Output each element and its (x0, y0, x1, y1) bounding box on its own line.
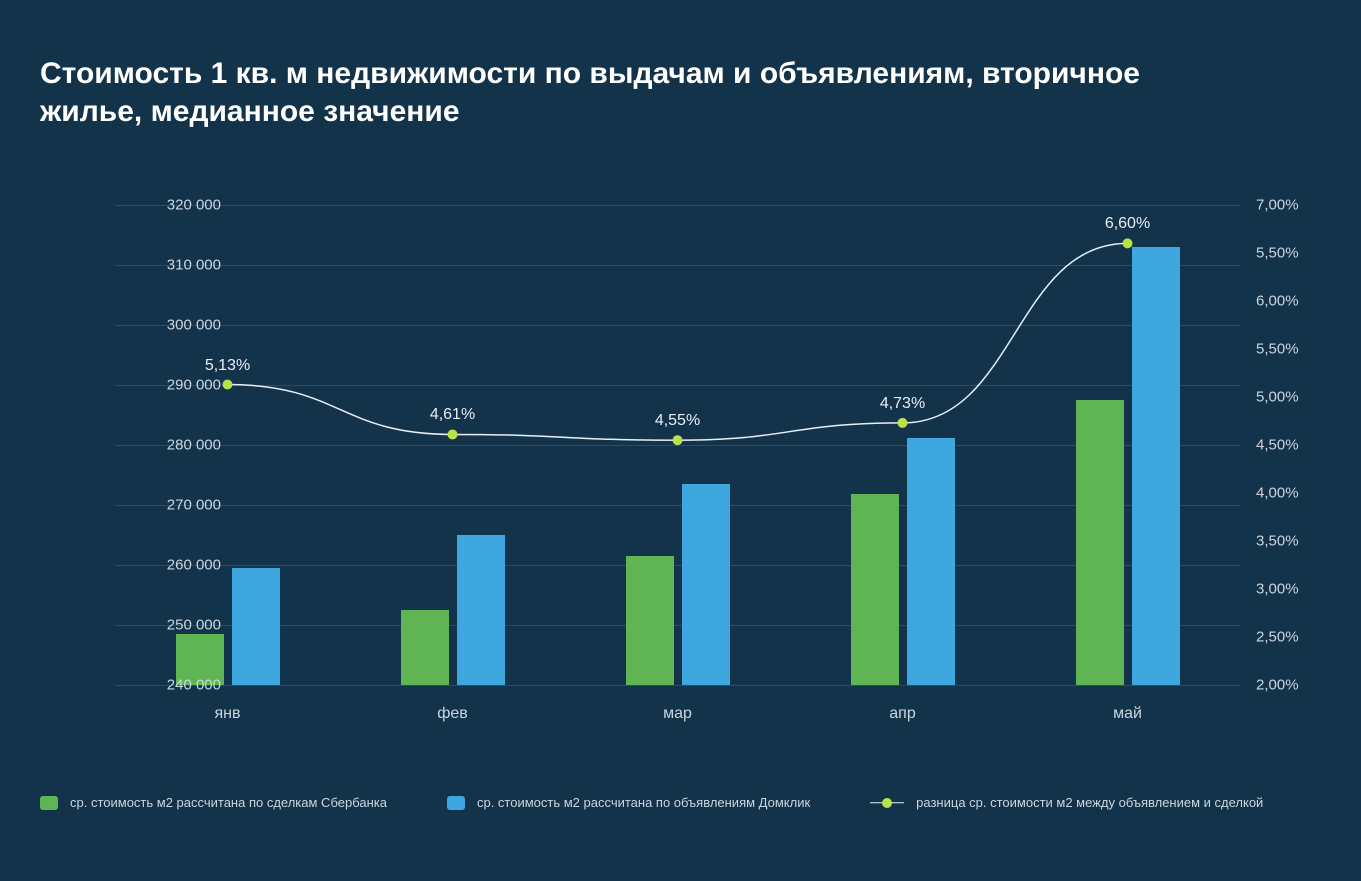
x-tick-label: апр (889, 705, 915, 723)
legend-label-3: разница ср. стоимости м2 между объявлени… (916, 795, 1263, 810)
x-tick-label: май (1113, 705, 1142, 723)
y-right-tick-label: 2,50% (1256, 629, 1326, 646)
legend-label-2: ср. стоимость м2 рассчитана по объявлени… (477, 795, 810, 810)
line-point-label: 6,60% (1105, 215, 1150, 233)
y-left-tick-label: 320 000 (141, 197, 221, 214)
y-right-tick-label: 2,00% (1256, 677, 1326, 694)
y-left-tick-label: 260 000 (141, 557, 221, 574)
line-marker (448, 429, 458, 439)
line-point-label: 4,61% (430, 406, 475, 424)
legend-swatch-blue (447, 796, 465, 810)
x-tick-label: мар (663, 705, 692, 723)
legend: ср. стоимость м2 рассчитана по сделкам С… (40, 795, 1330, 810)
x-tick-label: янв (215, 705, 241, 723)
line-marker (898, 418, 908, 428)
y-left-tick-label: 270 000 (141, 497, 221, 514)
y-left-tick-label: 240 000 (141, 677, 221, 694)
line-path (228, 243, 1128, 440)
y-left-tick-label: 280 000 (141, 437, 221, 454)
line-marker (223, 380, 233, 390)
legend-label-1: ср. стоимость м2 рассчитана по сделкам С… (70, 795, 387, 810)
y-right-tick-label: 6,00% (1256, 293, 1326, 310)
line-point-label: 4,73% (880, 395, 925, 413)
line-marker (673, 435, 683, 445)
legend-swatch-line (870, 796, 904, 810)
y-right-tick-label: 5,50% (1256, 341, 1326, 358)
y-right-tick-label: 5,00% (1256, 389, 1326, 406)
y-right-tick-label: 4,00% (1256, 485, 1326, 502)
gridline (115, 685, 1240, 686)
line-series-svg (115, 205, 1240, 685)
y-right-tick-label: 3,50% (1256, 533, 1326, 550)
legend-swatch-green (40, 796, 58, 810)
chart-plot-area: янвфевмарапрмай5,13%4,61%4,55%4,73%6,60% (115, 205, 1240, 685)
y-right-tick-label: 7,00% (1256, 197, 1326, 214)
y-left-tick-label: 290 000 (141, 377, 221, 394)
x-tick-label: фев (437, 705, 468, 723)
y-left-tick-label: 250 000 (141, 617, 221, 634)
line-point-label: 5,13% (205, 357, 250, 375)
line-marker (1123, 238, 1133, 248)
y-right-tick-label: 5,50% (1256, 245, 1326, 262)
chart-title: Стоимость 1 кв. м недвижимости по выдача… (40, 55, 1140, 130)
y-left-tick-label: 310 000 (141, 257, 221, 274)
y-right-tick-label: 4,50% (1256, 437, 1326, 454)
legend-item-1: ср. стоимость м2 рассчитана по сделкам С… (40, 795, 387, 810)
y-right-tick-label: 3,00% (1256, 581, 1326, 598)
y-left-tick-label: 300 000 (141, 317, 221, 334)
legend-item-2: ср. стоимость м2 рассчитана по объявлени… (447, 795, 810, 810)
line-point-label: 4,55% (655, 412, 700, 430)
legend-item-3: разница ср. стоимости м2 между объявлени… (870, 795, 1263, 810)
